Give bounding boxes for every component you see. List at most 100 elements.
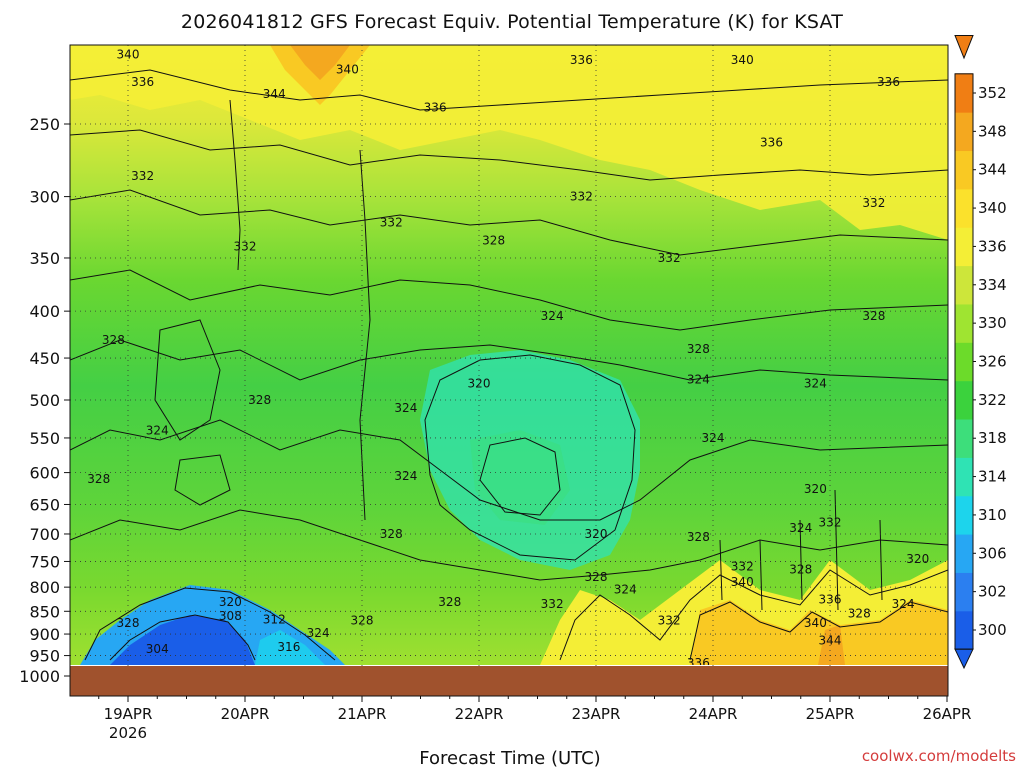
colorbar-box bbox=[955, 150, 973, 190]
contour-label: 324 bbox=[541, 309, 564, 323]
contour-label: 312 bbox=[263, 613, 286, 627]
colorbar-label: 310 bbox=[978, 506, 1007, 524]
contour-label: 324 bbox=[614, 583, 637, 597]
colorbar-box bbox=[955, 610, 973, 650]
contour-label: 324 bbox=[307, 626, 330, 640]
y-tick-label: 250 bbox=[29, 115, 60, 134]
colorbar-label: 300 bbox=[978, 621, 1007, 639]
time-axis: 19APR 20APR 21APR 22APR 23APR 24APR 25APR 26APR bbox=[98, 696, 972, 723]
time-gridlines bbox=[127, 45, 831, 666]
contour-label: 324 bbox=[892, 597, 915, 611]
colorbar-label: 348 bbox=[978, 122, 1007, 140]
contour-label: 328 bbox=[687, 530, 710, 544]
colorbar-label: 326 bbox=[978, 353, 1007, 371]
contour-label: 328 bbox=[248, 393, 271, 407]
colorbar-label: 314 bbox=[978, 468, 1007, 486]
y-tick-label: 850 bbox=[29, 602, 60, 621]
contour-label: 336 bbox=[819, 592, 842, 606]
colorbar-label: 306 bbox=[978, 544, 1007, 562]
colorbar-label: 330 bbox=[978, 314, 1007, 332]
x-tick-label: 24APR bbox=[689, 705, 738, 723]
contour-label: 328 bbox=[862, 309, 885, 323]
colorbar-box bbox=[955, 495, 973, 535]
colorbar-box bbox=[955, 188, 973, 228]
colorbar-under-arrow bbox=[954, 648, 974, 670]
colorbar-box bbox=[955, 456, 973, 497]
contour-label: 324 bbox=[394, 401, 417, 415]
contour-label: 336 bbox=[424, 101, 447, 115]
y-tick-label: 400 bbox=[29, 302, 60, 321]
contour-label: 328 bbox=[87, 472, 110, 486]
colorbar-label: 318 bbox=[978, 429, 1007, 447]
y-tick-label: 950 bbox=[29, 647, 60, 666]
colorbar-label: 322 bbox=[978, 391, 1007, 409]
contour-label: 332 bbox=[731, 560, 754, 574]
low-warm-peak bbox=[818, 625, 845, 665]
plot-frame bbox=[69, 44, 949, 697]
x-tick-label: 26APR bbox=[923, 705, 972, 723]
contour-label: 328 bbox=[687, 342, 710, 356]
contour-label: 328 bbox=[789, 562, 812, 576]
contour-label: 320 bbox=[906, 552, 929, 566]
x-tick-label: 21APR bbox=[338, 705, 387, 723]
y-tick-label: 450 bbox=[29, 349, 60, 368]
colorbar-label: 340 bbox=[978, 199, 1007, 217]
contour-label: 324 bbox=[687, 373, 710, 387]
contour-label: 332 bbox=[658, 614, 681, 628]
x-tick-label: 25APR bbox=[806, 705, 855, 723]
upper-warm-region bbox=[70, 45, 948, 240]
chart-title: 2026041812 GFS Forecast Equiv. Potential… bbox=[181, 11, 843, 33]
credit-text: coolwx.com/modelts bbox=[862, 747, 1016, 765]
colorbar-box bbox=[955, 380, 973, 420]
y-tick-label: 900 bbox=[29, 625, 60, 644]
colorbar-label: 352 bbox=[978, 84, 1007, 102]
y-tick-label: 750 bbox=[29, 552, 60, 571]
x-tick-label: 22APR bbox=[455, 705, 504, 723]
upper-peak-core bbox=[290, 45, 350, 80]
colorbar-label: 336 bbox=[978, 237, 1007, 255]
contour-label: 332 bbox=[541, 597, 564, 611]
low-cold-accent bbox=[255, 630, 325, 665]
low-cold-core bbox=[110, 615, 255, 665]
contour-label: 324 bbox=[702, 431, 725, 445]
contour-label: 324 bbox=[394, 469, 417, 483]
contour-label: 340 bbox=[804, 616, 827, 630]
ground-below-surface bbox=[70, 666, 948, 696]
colorbar-box bbox=[955, 303, 973, 343]
y-tick-label: 700 bbox=[29, 525, 60, 544]
x-tick-label: 23APR bbox=[572, 705, 621, 723]
contour-label: 328 bbox=[438, 595, 461, 609]
x-axis-label: Forecast Time (UTC) bbox=[419, 748, 600, 768]
contour-label: 328 bbox=[102, 333, 125, 347]
contour-label: 320 bbox=[219, 595, 242, 609]
contour-label: 328 bbox=[585, 570, 608, 584]
contour-label: 332 bbox=[658, 251, 681, 265]
contour-label: 320 bbox=[804, 482, 827, 496]
colorbar-label: 302 bbox=[978, 583, 1007, 601]
contour-label: 344 bbox=[263, 87, 286, 101]
contour-label: 328 bbox=[482, 234, 505, 248]
y-tick-label: 800 bbox=[29, 578, 60, 597]
y-tick-label: 300 bbox=[29, 188, 60, 207]
contour-label: 328 bbox=[380, 527, 403, 541]
contour-label: 328 bbox=[117, 616, 140, 630]
contour-label: 336 bbox=[570, 53, 593, 67]
contour-label: 320 bbox=[468, 377, 491, 391]
colorbar-box bbox=[955, 341, 973, 382]
contour-label: 332 bbox=[570, 190, 593, 204]
contour-label: 336 bbox=[131, 75, 154, 89]
colorbar-box bbox=[955, 418, 973, 458]
contour-label: 324 bbox=[789, 521, 812, 535]
pressure-axis: 250 300 350 400 450 500 550 600 650 700 750 800 850 9… bbox=[19, 115, 70, 686]
y-tick-label: 600 bbox=[29, 464, 60, 483]
colorbar-label: 344 bbox=[978, 161, 1007, 179]
contour-label: 324 bbox=[804, 377, 827, 391]
colorbar-box bbox=[955, 571, 973, 612]
contour-label: 316 bbox=[277, 640, 300, 654]
contour-label: 324 bbox=[146, 424, 169, 438]
contour-label: 332 bbox=[234, 239, 257, 253]
contour-label: 304 bbox=[146, 642, 169, 656]
contour-label: 332 bbox=[380, 215, 403, 229]
